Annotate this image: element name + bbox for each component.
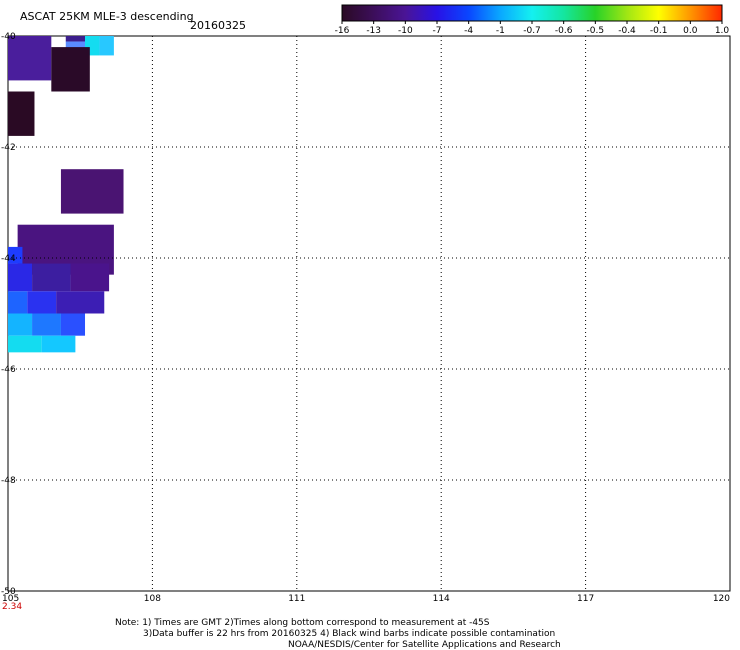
swath-cell <box>8 91 35 136</box>
colorbar-label: -13 <box>366 26 381 36</box>
swath-cell <box>65 36 86 42</box>
corner-value: 2.34 <box>2 602 22 612</box>
swath-cell <box>70 263 110 292</box>
colorbar-label: -0.7 <box>523 26 541 36</box>
colorbar-label: -0.4 <box>618 26 636 36</box>
latitude-label: -50 <box>1 587 16 597</box>
latitude-label: -44 <box>1 254 16 264</box>
latitude-label: -48 <box>1 476 16 486</box>
note-line-1: Note: 1) Times are GMT 2)Times along bot… <box>115 618 490 628</box>
swath-cell <box>8 291 28 314</box>
note-line-3: NOAA/NESDIS/Center for Satellite Applica… <box>288 640 561 650</box>
swath-cell <box>56 291 105 314</box>
longitude-label: 114 <box>433 594 450 604</box>
swath-cell <box>8 246 23 264</box>
swath-cell <box>60 169 124 214</box>
map-frame <box>7 35 731 592</box>
swath-cell <box>8 335 42 353</box>
figure-title: ASCAT 25KM MLE-3 descending <box>20 10 194 23</box>
swath-cell <box>65 41 86 50</box>
swath-cell <box>60 313 86 336</box>
colorbar-label: -16 <box>335 26 350 36</box>
longitude-label: 117 <box>577 594 594 604</box>
colorbar-label: -10 <box>398 26 413 36</box>
colorbar-label: 1.0 <box>715 26 730 36</box>
swath-cell <box>41 335 76 353</box>
swath-cell <box>99 36 114 56</box>
colorbar: -16 -13 -10 -7 -4 -1 -0.7 -0.6 -0.5 -0.4 -0.1 0.0 1.… <box>335 4 730 36</box>
colorbar-label: -0.6 <box>555 26 573 36</box>
swath-cells <box>8 36 124 353</box>
figure-date: 20160325 <box>190 19 246 32</box>
latitude-label: -46 <box>1 365 16 375</box>
latitude-label: -42 <box>1 143 16 153</box>
colorbar-label: -7 <box>433 26 442 36</box>
longitude-label: 108 <box>144 594 161 604</box>
longitude-labels: 105 108 111 114 117 120 <box>2 594 730 604</box>
longitude-label: 111 <box>288 594 305 604</box>
longitude-label: 105 <box>2 594 19 604</box>
latitude-label: -40 <box>1 32 16 42</box>
longitude-label: 120 <box>713 594 730 604</box>
swath-cell <box>32 263 71 292</box>
map-gridlines <box>8 36 730 591</box>
swath-cell <box>8 263 33 292</box>
swath-cell <box>27 291 57 314</box>
colorbar-label: -0.1 <box>650 26 668 36</box>
colorbar-label: -4 <box>464 26 473 36</box>
colorbar-label: 0.0 <box>683 26 698 36</box>
swath-cell <box>8 36 52 81</box>
swath-cell <box>51 47 90 92</box>
swath-cell <box>8 313 33 336</box>
colorbar-scale <box>341 4 723 22</box>
latitude-labels: -40 -42 -44 -46 -48 -50 <box>1 32 16 597</box>
colorbar-label: -0.5 <box>587 26 605 36</box>
colorbar-label: -1 <box>496 26 505 36</box>
note-line-2: 3)Data buffer is 22 hrs from 20160325 4)… <box>143 629 555 639</box>
map-plot-area: -40 -42 -44 -46 -48 -50 105 108 111 114 117 120 <box>1 32 731 604</box>
swath-cell <box>32 313 61 336</box>
